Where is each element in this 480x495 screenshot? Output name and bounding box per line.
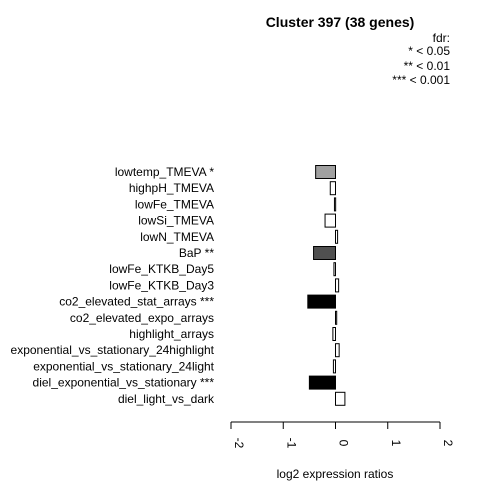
x-tick-label-4: 2 [441,440,455,447]
category-label-highlight-arrays: highlight_arrays [129,327,214,341]
category-label-diel-light-vs-dark: diel_light_vs_dark [118,392,215,406]
legend-title: fdr: [433,31,450,45]
x-tick-label-3: 1 [389,440,403,447]
category-label-bap: BaP ** [179,246,214,260]
bar-diel-light-vs-dark [335,391,346,406]
bar-highlight-arrays [332,327,337,341]
bar-lowfe-ktkb-day3 [335,278,340,293]
bars-group [307,165,346,406]
legend-entry-2: ** < 0.01 [404,59,451,73]
bar-lowsi-tmeva [324,213,336,228]
chart-title: Cluster 397 (38 genes) [266,14,415,30]
category-label-highph-tmeva: highpH_TMEVA [129,181,214,195]
bar-co2-elevated-expo-arrays [335,310,338,325]
x-tick-label-2: 0 [337,440,351,447]
category-label-lowfe-tmeva: lowFe_TMEVA [135,197,214,211]
legend-entry-3: *** < 0.001 [392,73,450,87]
category-label-co2-elevated-stat-arrays: co2_elevated_stat_arrays *** [59,295,214,309]
category-label-lowfe-ktkb-day5: lowFe_KTKB_Day5 [109,262,214,276]
category-labels: lowtemp_TMEVA * highpH_TMEVA lowFe_TMEVAlo… [11,165,215,406]
legend-entry-1: * < 0.05 [408,44,450,58]
category-label-co2-elevated-expo-arrays: co2_elevated_expo_arrays [70,311,214,325]
bar-lown-tmeva [335,229,339,244]
category-label-exponential-vs-stationary-24light: exponential_vs_stationary_24light [33,359,214,373]
category-label-lowsi-tmeva: lowSi_TMEVA [138,214,214,228]
bar-exponential-vs-stationary-24light [332,359,337,374]
category-label-diel-exponential-vs-stationary: diel_exponential_vs_stationary *** [33,376,215,390]
category-label-lowfe-ktkb-day3: lowFe_KTKB_Day3 [109,278,214,292]
bar-exponential-vs-stationary-24highlight [335,343,340,358]
category-label-lown-tmeva: lowN_TMEVA [140,230,214,244]
category-label-lowtemp-tmeva: lowtemp_TMEVA * [115,165,214,179]
bar-bap [313,246,336,260]
x-axis: -2 -1 0 1 2 [230,421,455,449]
x-axis-label: log2 expression ratios [277,467,394,481]
category-label-exponential-vs-stationary-24highlight: exponential_vs_stationary_24highlight [11,343,215,357]
x-tick-label-1: -1 [284,438,298,449]
bar-lowtemp-tmeva [315,165,336,179]
bar-lowfe-ktkb-day5 [333,262,336,277]
bar-highph-tmeva [329,181,336,196]
bar-co2-elevated-stat-arrays [307,294,336,309]
x-tick-label-0: -2 [232,438,246,449]
bar-diel-exponential-vs-stationary [308,375,336,390]
bar-lowfe-tmeva [333,197,337,212]
